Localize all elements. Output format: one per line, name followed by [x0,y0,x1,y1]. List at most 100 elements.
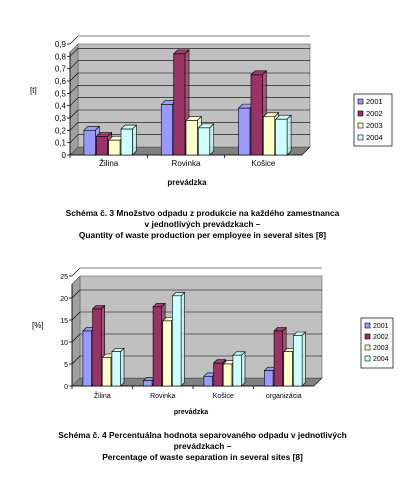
chart2-category-label: Rovinka [150,393,175,400]
chart1-bar-side [286,114,292,156]
chart2-gridline [71,289,81,299]
chart2-caption-line-3: Percentage of waste separation in severa… [102,452,303,462]
chart2-gridline [71,267,81,277]
chart2-bar-2004 [232,354,242,387]
chart2-legend-label: 2001 [373,323,389,330]
chart1-y-tick-label: 0 [62,151,67,160]
chart2-gridline [71,355,81,365]
chart2-bar-side [120,347,125,387]
chart2-legend-swatch [364,344,371,351]
chart1-y-tick-label: 0,4 [55,102,67,111]
chart2-bar-side [241,351,246,387]
chart2-caption-line-2: prevádzkach – [173,441,232,451]
chart2-category-label: organizácia [266,393,302,400]
chart1-bar-2002 [250,74,263,156]
chart2-bar-2003 [162,320,172,387]
chart2-category-label: Žilina [94,391,111,400]
chart1-bar-2001 [160,104,173,156]
chart2-side-wall [71,275,81,387]
chart2-bar-2003 [101,357,112,387]
chart2-gridline [71,311,81,321]
chart1-y-tick-label: 0,6 [55,77,67,86]
chart2-gridline [71,333,81,343]
chart2-bar-2001 [203,376,213,387]
chart1-y-axis-label: [t] [30,86,37,95]
chart2-bar-2002 [152,306,163,387]
chart2-legend-label: 2004 [373,356,389,363]
chart2-y-tick-label: 15 [60,318,68,325]
chart1-gridline [69,72,79,82]
chart1-y-tick-label: 0,3 [55,114,67,123]
chart1-legend-label: 2004 [366,133,383,142]
chart1-bar-2004 [275,118,288,156]
chart2-bar-2003 [222,363,233,387]
chart1-bar-2001 [238,107,251,156]
chart2-bar-2002 [273,330,284,387]
chart1-gridline [69,85,79,94]
chart1-y-tick-label: 0,1 [55,139,67,148]
chart1-category-label: Rovinka [172,159,201,168]
chart2-bar-2004 [293,335,303,387]
chart1-y-tick-label: 0,2 [55,126,67,135]
chart1-bar-2001 [83,130,96,156]
chart1-gridline [69,109,79,119]
chart2-bar-2003 [283,351,293,387]
chart2-x-axis-label: prevádzka [174,409,208,416]
chart2-y-tick-label: 25 [60,274,68,281]
chart1-x-axis-label: prevádzka [167,178,207,187]
chart1-gridline [69,35,79,45]
chart1-caption: Schéma č. 3 Množstvo odpadu z produkcie … [0,208,405,241]
chart2-legend-swatch [364,333,371,340]
chart1-legend-swatch [357,122,364,129]
chart1-caption-line-2: v jednotlivých prevádzkach – [144,219,261,229]
chart1-bar-2002 [95,136,108,156]
chart2-caption: Schéma č. 4 Percentuálna hodnota separov… [0,430,405,463]
chart1-bar-side [209,123,215,156]
chart1-bar-2003 [185,120,198,156]
chart1-caption-line-3: Quantity of waste production per employe… [78,230,327,240]
chart2-y-axis-label: [%] [32,321,44,330]
chart1-legend-label: 2003 [366,121,383,130]
chart2-caption-line-1: Schéma č. 4 Percentuálna hodnota separov… [58,430,347,440]
chart1-bar-2004 [120,128,133,156]
chart1-y-tick-label: 0,8 [55,52,67,61]
chart2-y-tick-label: 0 [64,384,68,391]
chart2-bar-2001 [264,370,274,387]
chart2-category-label: Košice [213,393,234,400]
chart2-bar-2001 [82,330,92,387]
chart2-bar-side [301,331,306,387]
chart1-gridline [69,97,79,106]
chart1-bar-2004 [198,127,211,156]
chart2-legend-label: 2002 [373,334,389,341]
chart1-y-tick-label: 0,9 [55,40,67,49]
chart2-bar-2002 [92,308,102,387]
chart1-legend-label: 2002 [366,109,383,118]
chart1-legend-swatch [357,98,364,105]
chart1-caption-line-1: Schéma č. 3 Množstvo odpadu z produkcie … [65,208,340,218]
chart1-gridline [69,60,79,69]
chart2-bar-side [180,291,185,387]
chart2-y-tick-label: 5 [64,362,68,369]
chart2-y-tick-label: 10 [60,340,68,347]
chart2-bar-2004 [111,351,121,387]
chart1-category-label: Žilina [99,159,119,168]
chart1-bar-2003 [263,116,276,156]
chart2-legend-swatch [364,322,371,329]
chart1-legend-swatch [357,134,364,141]
chart1-legend-swatch [357,110,364,117]
chart1-bar-2003 [108,139,121,156]
chart1-gridline [69,134,79,143]
chart2-bar-2002 [213,362,223,387]
chart1-category-label: Košice [251,159,276,168]
chart2-bar-2001 [143,380,153,387]
chart2-bar-2004 [172,295,182,387]
chart2-legend-swatch [364,355,371,362]
chart2-y-tick-label: 20 [60,296,68,303]
chart1-bar-2002 [173,53,186,156]
waste-separation-chart: [%] prevádzka 0 5 10 15 20 25 Žilina Rovinka Koš… [32,267,394,416]
chart2-legend-label: 2003 [373,345,389,352]
chart1-legend-label: 2001 [366,97,383,106]
chart1-y-tick-label: 0,7 [55,65,67,74]
waste-quantity-chart: [t] prevádzka 0 0,1 0,2 0,3 0,4 0,5 0,6 0,7 0,8 0… [30,35,393,187]
chart1-bar-side [132,124,137,156]
